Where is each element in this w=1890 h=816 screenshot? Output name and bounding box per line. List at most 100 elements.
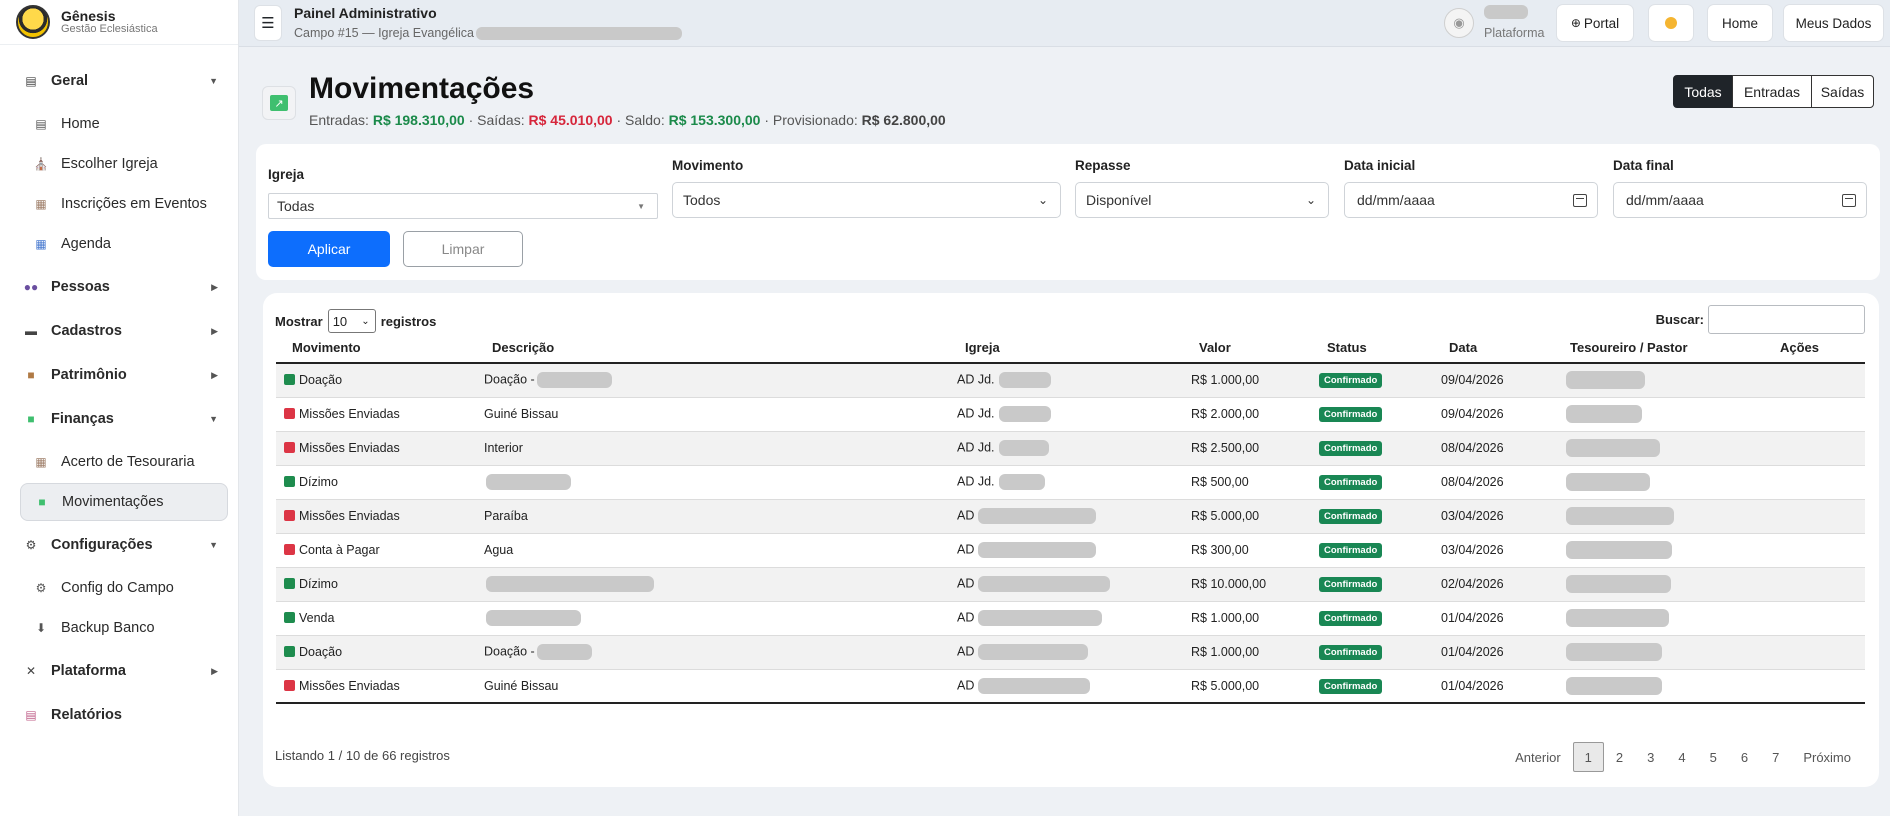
records-label: registros — [380, 313, 437, 329]
search-input[interactable] — [1708, 305, 1865, 334]
pagination-page-1[interactable]: 1 — [1572, 742, 1604, 772]
avatar[interactable]: ◉ — [1444, 8, 1474, 38]
pagination-next[interactable]: Próximo — [1803, 749, 1851, 765]
redacted-text — [1566, 473, 1650, 491]
cell-data: 01/04/2026 — [1433, 668, 1554, 704]
column-descricao[interactable]: Descrição — [476, 333, 949, 364]
sidebar-item-movimentacoes[interactable]: ■ Movimentações — [20, 483, 228, 521]
table-row[interactable]: Conta à Pagar Agua AD R$ 300,00 Confirmado 03… — [276, 532, 1865, 567]
search-label: Buscar: — [1655, 312, 1704, 327]
segment-saidas[interactable]: Saídas — [1811, 75, 1874, 108]
caret-right-icon: ▶ — [211, 665, 218, 676]
cell-status: Confirmado — [1311, 464, 1433, 499]
sidebar-item-config-campo[interactable]: ⚙ Config do Campo — [20, 569, 228, 607]
calendar-icon: ▦ — [35, 237, 47, 251]
table-body: Doação Doação - AD Jd. R$ 1.000,00 Confirmad… — [276, 362, 1865, 704]
page-length-select[interactable]: 10 ⌄ — [327, 309, 376, 333]
sidebar-group-pessoas[interactable]: ●● Pessoas ▶ — [0, 265, 238, 309]
igreja-select[interactable]: Todas ▼ — [268, 193, 658, 219]
portal-button-label: Portal — [1583, 15, 1620, 31]
menu-toggle-button[interactable]: ☰ — [254, 5, 282, 41]
saldo-value: R$ 153.300,00 — [668, 112, 761, 128]
sidebar-item-home[interactable]: ▤ Home — [20, 105, 228, 143]
sidebar-item-agenda[interactable]: ▦ Agenda — [20, 225, 228, 263]
pagination-page-3[interactable]: 3 — [1647, 749, 1655, 765]
brand[interactable]: Gênesis Gestão Eclesiástica — [0, 0, 238, 45]
sidebar-item-inscricoes[interactable]: ▦ Inscrições em Eventos — [20, 185, 228, 223]
listing-info: Listando 1 / 10 de 66 registros — [275, 748, 450, 763]
column-tesoureiro[interactable]: Tesoureiro / Pastor — [1554, 333, 1764, 364]
pagination-page-7[interactable]: 7 — [1772, 749, 1780, 765]
table-row[interactable]: Missões Enviadas Paraíba AD R$ 5.000,00 Conf… — [276, 498, 1865, 533]
repasse-select-value: Disponível — [1086, 192, 1152, 208]
column-status[interactable]: Status — [1311, 333, 1433, 364]
sidebar-group-relatorios[interactable]: ▤ Relatórios — [0, 693, 238, 737]
descricao-text: Doação - — [484, 372, 535, 387]
segment-todas[interactable]: Todas — [1673, 75, 1733, 108]
repasse-select[interactable]: Disponível ⌄ — [1075, 182, 1329, 218]
segment-entradas[interactable]: Entradas — [1732, 75, 1812, 108]
cell-movimento: Missões Enviadas — [276, 396, 476, 431]
theme-toggle-button[interactable] — [1648, 4, 1694, 42]
pagination-page-4[interactable]: 4 — [1678, 749, 1686, 765]
cell-igreja: AD — [949, 668, 1183, 704]
table-row[interactable]: Doação Doação - AD Jd. R$ 1.000,00 Confirmad… — [276, 362, 1865, 397]
cell-igreja: AD Jd. — [949, 430, 1183, 465]
sidebar-group-configuracoes[interactable]: ⚙ Configurações ▼ — [0, 523, 238, 567]
sidebar-group-financas[interactable]: ■ Finanças ▼ — [0, 397, 238, 441]
portal-button[interactable]: ⊕ Portal — [1556, 4, 1634, 42]
table-row[interactable]: Dízimo AD Jd. R$ 500,00 Confirmado 08/04/202… — [276, 464, 1865, 499]
table-row[interactable]: Missões Enviadas Guiné Bissau AD R$ 5.000,0… — [276, 668, 1865, 704]
table-row[interactable]: Venda AD R$ 1.000,00 Confirmado 01/04/2026 — [276, 600, 1865, 635]
sidebar-group-geral[interactable]: ▤ Geral ▼ — [0, 59, 238, 103]
redacted-text — [536, 372, 612, 389]
column-igreja[interactable]: Igreja — [949, 333, 1183, 364]
car-icon: ▬ — [25, 324, 37, 338]
table-row[interactable]: Missões Enviadas Interior AD Jd. R$ 2.500,0… — [276, 430, 1865, 465]
sidebar-group-patrimonio[interactable]: ■ Patrimônio ▶ — [0, 353, 238, 397]
home-button[interactable]: Home — [1707, 4, 1773, 42]
pagination-page-6[interactable]: 6 — [1740, 749, 1749, 765]
igreja-text: AD — [957, 508, 975, 523]
movimento-select[interactable]: Todos ⌄ — [672, 182, 1061, 218]
calendar-icon[interactable] — [1573, 193, 1587, 207]
cell-status: Confirmado — [1311, 634, 1433, 669]
grid-icon: ▤ — [35, 117, 47, 131]
cell-valor: R$ 1.000,00 — [1183, 362, 1311, 397]
apply-button[interactable]: Aplicar — [268, 231, 390, 267]
pagination-page-5[interactable]: 5 — [1709, 749, 1717, 765]
sidebar-group-label: Configurações — [51, 537, 153, 553]
sidebar-item-backup-banco[interactable]: ⬇ Backup Banco — [20, 609, 228, 647]
table-row[interactable]: Doação Doação - AD R$ 1.000,00 Confirmado 01/… — [276, 634, 1865, 669]
movimento-text: Conta à Pagar — [299, 543, 380, 557]
table-row[interactable]: Missões Enviadas Guiné Bissau AD Jd. R$ 2.0… — [276, 396, 1865, 431]
cell-valor: R$ 300,00 — [1183, 532, 1311, 567]
sun-icon — [1665, 17, 1677, 29]
clear-button[interactable]: Limpar — [403, 231, 523, 267]
table-search: Buscar: — [1656, 305, 1865, 334]
sidebar-item-acerto-tesouraria[interactable]: ▦ Acerto de Tesouraria — [20, 443, 228, 481]
cell-acoes — [1764, 600, 1865, 635]
pagination-page-2[interactable]: 2 — [1615, 749, 1624, 765]
cell-movimento: Doação — [276, 362, 476, 397]
data-final-input[interactable]: dd/mm/aaaa — [1613, 182, 1867, 218]
tools-icon: ✕ — [25, 664, 37, 678]
cell-movimento: Venda — [276, 600, 476, 635]
pagination-prev[interactable]: Anterior — [1515, 749, 1561, 765]
meus-dados-button[interactable]: Meus Dados — [1783, 4, 1884, 42]
sidebar-group-cadastros[interactable]: ▬ Cadastros ▶ — [0, 309, 238, 353]
sidebar-nav: ▤ Geral ▼ ▤ Home ⛪ Escolher Igreja ▦ Ins… — [0, 45, 238, 737]
sidebar-group-label: Finanças — [51, 411, 114, 427]
sidebar-group-plataforma[interactable]: ✕ Plataforma ▶ — [0, 649, 238, 693]
caret-right-icon: ▶ — [211, 325, 218, 336]
chevron-down-icon: ⌄ — [361, 315, 370, 327]
calendar-icon[interactable] — [1842, 193, 1856, 207]
table-row[interactable]: Dízimo AD R$ 10.000,00 Confirmado 02/04/2026 — [276, 566, 1865, 601]
sidebar-item-escolher-igreja[interactable]: ⛪ Escolher Igreja — [20, 145, 228, 183]
cell-data: 08/04/2026 — [1433, 430, 1554, 465]
column-valor[interactable]: Valor — [1183, 333, 1311, 364]
column-movimento[interactable]: Movimento — [276, 333, 476, 364]
type-segment: Todas Entradas Saídas — [1673, 75, 1874, 108]
data-inicial-input[interactable]: dd/mm/aaaa — [1344, 182, 1598, 218]
column-data[interactable]: Data — [1433, 333, 1554, 364]
